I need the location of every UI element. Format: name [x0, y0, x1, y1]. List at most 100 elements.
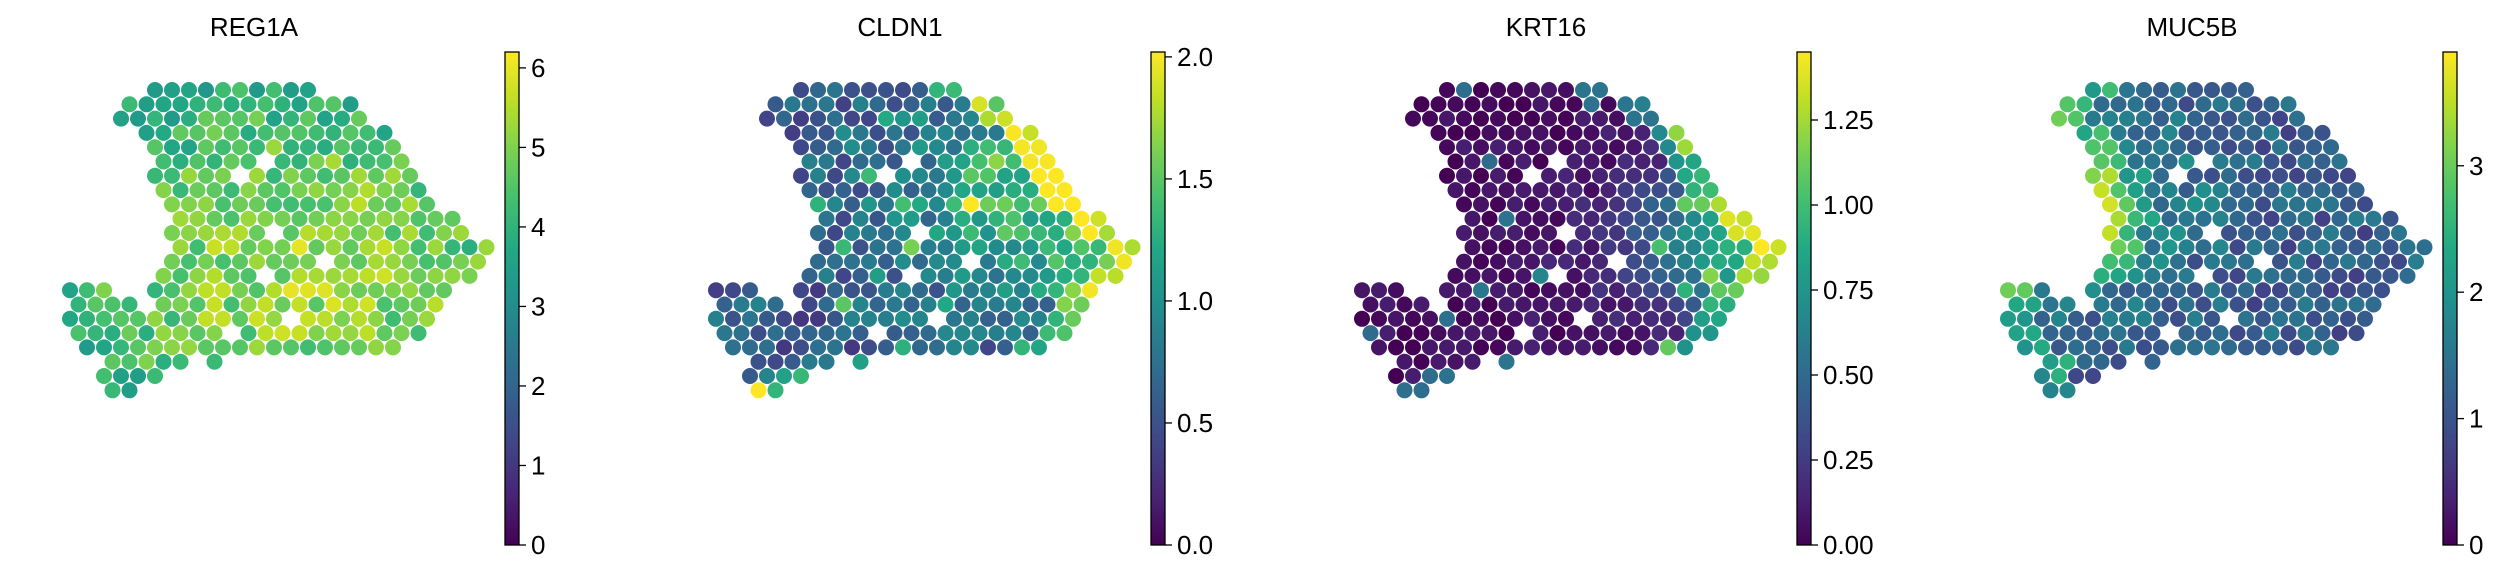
spot — [827, 253, 843, 270]
spot — [1575, 253, 1591, 270]
spot — [1583, 182, 1600, 199]
spot — [1592, 310, 1608, 327]
spot — [1464, 296, 1481, 313]
spot — [810, 167, 826, 184]
spot — [206, 96, 223, 113]
spot — [2408, 253, 2424, 270]
spot — [334, 139, 350, 156]
spot — [827, 282, 843, 299]
spot — [1039, 153, 1056, 170]
spot — [2034, 368, 2050, 384]
spot — [470, 253, 486, 270]
spot — [929, 139, 945, 156]
spot — [104, 353, 121, 370]
panel-krt16: KRT16 0.00 0.25 0.50 0.75 1.00 1.25 — [1354, 12, 1874, 560]
spot — [980, 339, 996, 356]
spot — [1575, 82, 1591, 98]
spot — [861, 282, 877, 299]
spot — [1558, 139, 1574, 156]
spot — [886, 210, 903, 227]
spot — [198, 225, 214, 241]
spot — [104, 382, 121, 399]
spot — [2357, 282, 2373, 299]
spot — [1702, 182, 1719, 199]
spot — [2059, 296, 2076, 313]
spot — [2161, 182, 2178, 199]
spot — [189, 96, 206, 113]
spot — [2331, 153, 2348, 170]
spot — [2178, 96, 2195, 113]
spot — [2110, 325, 2127, 342]
spot — [1575, 196, 1591, 213]
spot — [351, 167, 367, 184]
spot — [1405, 339, 1421, 356]
spot — [1430, 124, 1447, 141]
spot — [844, 282, 860, 299]
spot — [1558, 82, 1574, 98]
spot — [2187, 82, 2203, 98]
spot — [2238, 110, 2254, 127]
spot — [716, 325, 733, 342]
spot — [1515, 124, 1532, 141]
spot — [1498, 124, 1515, 141]
spot — [1515, 96, 1532, 113]
spot — [249, 310, 265, 327]
spot — [368, 253, 384, 270]
spot — [232, 339, 248, 356]
spot — [1609, 282, 1625, 299]
spot — [198, 82, 214, 98]
spot — [1048, 282, 1064, 299]
spot — [2110, 239, 2127, 256]
spot — [2170, 82, 2186, 98]
spot — [2195, 210, 2212, 227]
spot — [198, 167, 214, 184]
spot — [1541, 282, 1557, 299]
spot — [2119, 167, 2135, 184]
spot — [776, 368, 792, 384]
spot — [1583, 210, 1600, 227]
spot — [1014, 167, 1030, 184]
spot — [2153, 253, 2169, 270]
spot — [1405, 310, 1421, 327]
spot — [2221, 82, 2237, 98]
spot — [2229, 210, 2246, 227]
spot — [988, 153, 1005, 170]
spot — [1660, 253, 1676, 270]
spot — [1541, 225, 1557, 241]
spot — [1396, 382, 1413, 399]
colorbar-tick-label: 0 — [531, 530, 545, 560]
spot — [2093, 153, 2110, 170]
spot — [1753, 239, 1770, 256]
spot — [750, 325, 767, 342]
spot — [206, 124, 223, 141]
spot — [87, 296, 104, 313]
spot — [96, 282, 112, 299]
spot — [1507, 339, 1523, 356]
spot — [317, 167, 333, 184]
spot — [1694, 196, 1710, 213]
spot — [1634, 239, 1651, 256]
spot — [1515, 182, 1532, 199]
colorbar-tick-label: 6 — [531, 53, 545, 83]
spot — [861, 253, 877, 270]
spot — [2144, 353, 2161, 370]
spot — [189, 124, 206, 141]
spot — [1031, 196, 1047, 213]
spot — [351, 310, 367, 327]
spot — [2289, 139, 2305, 156]
spot — [844, 110, 860, 127]
spot — [1439, 110, 1455, 127]
spot — [980, 110, 996, 127]
spot — [1532, 210, 1549, 227]
spot — [1541, 82, 1557, 98]
spot — [147, 368, 163, 384]
spot — [2306, 167, 2322, 184]
spot — [2144, 267, 2161, 284]
spot — [852, 153, 869, 170]
spot — [410, 296, 427, 313]
spot — [2127, 153, 2144, 170]
spot — [844, 225, 860, 241]
spot — [2127, 96, 2144, 113]
spot — [912, 196, 928, 213]
spot — [1456, 82, 1472, 98]
